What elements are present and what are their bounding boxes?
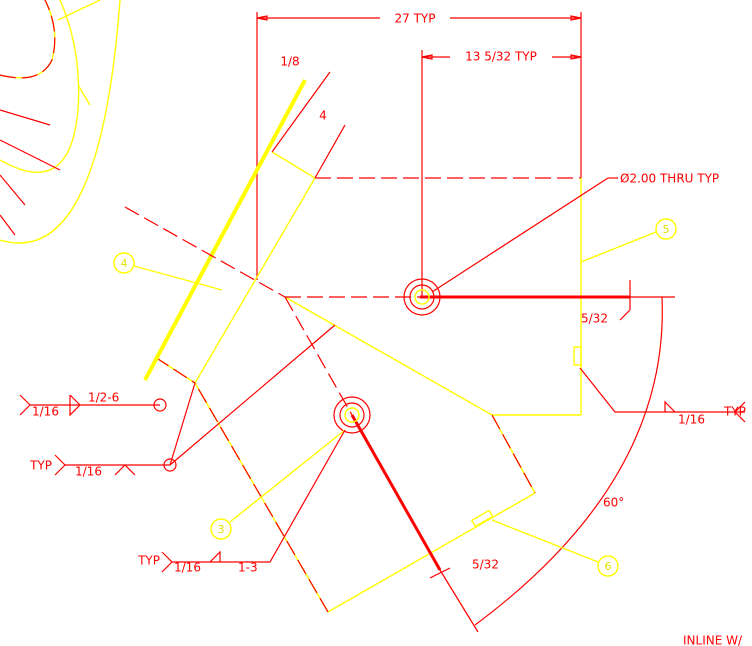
weld-tail: TYP (723, 405, 746, 419)
balloon-label: 6 (605, 560, 612, 573)
plate-outline (145, 72, 581, 612)
dim-overall-width: 27 TYP (395, 12, 436, 26)
hole-note: Ø2.00 THRU TYP (620, 172, 719, 186)
dim-edge-right: 5/32 (581, 312, 608, 326)
balloons (114, 219, 676, 576)
balloon-label: 4 (121, 257, 128, 270)
holes (334, 279, 440, 433)
dim-angle: 60° (603, 496, 624, 510)
dim-edge-lower: 5/32 (472, 558, 499, 572)
weld-length: 1-3 (238, 561, 258, 575)
weld-tail: TYP (29, 459, 52, 473)
drawing: 27 TYP 13 5/32 TYP (0, 0, 752, 646)
weld-symbols (20, 325, 745, 572)
cut-note: INLINE W/ (683, 634, 743, 646)
page: 27 TYP 13 5/32 TYP (0, 0, 752, 646)
dim-leg: 4 (319, 109, 327, 123)
balloon-label: 3 (218, 523, 225, 536)
angle-arc (475, 297, 662, 625)
weld-length: 1/2-6 (88, 391, 119, 405)
dim-gap: 1/8 (280, 55, 299, 69)
weld-size: 1/16 (678, 413, 705, 427)
balloon-label: 5 (663, 223, 670, 236)
weld-tail: TYP (137, 554, 160, 568)
weld-size: 1/16 (75, 465, 102, 479)
centerlines (125, 207, 675, 632)
weld-size: 1/16 (174, 561, 201, 575)
part-arcs (0, 0, 120, 243)
dim-hole-offset: 13 5/32 TYP (465, 50, 537, 64)
weld-size: 1/16 (32, 405, 59, 419)
